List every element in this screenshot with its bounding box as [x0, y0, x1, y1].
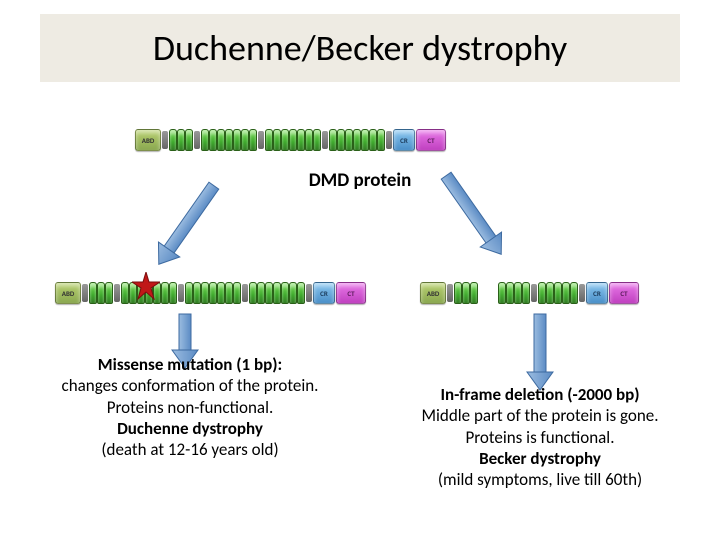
spectrin-repeat [249, 129, 257, 151]
spectrin-repeat [201, 129, 209, 151]
spectrin-repeat [514, 282, 522, 304]
spectrin-repeat [265, 129, 273, 151]
deletion-line3: Proteins is functional. [380, 427, 700, 448]
spectrin-repeat [297, 282, 305, 304]
spectrin-repeat [233, 129, 241, 151]
arrow-to-left [200, 184, 230, 286]
repeat-group [185, 282, 241, 304]
spectrin-repeat [161, 282, 169, 304]
spectrin-repeat [470, 282, 478, 304]
spectrin-repeat [185, 282, 193, 304]
missense-line2: changes conformation of the protein. [40, 375, 340, 396]
spectrin-repeat [329, 129, 337, 151]
arrow-to-right [430, 174, 460, 276]
spectrin-repeat [265, 282, 273, 304]
repeat-group [249, 282, 305, 304]
repeat-group [89, 282, 113, 304]
spectrin-repeat [454, 282, 462, 304]
spectrin-repeat [217, 129, 225, 151]
spectrin-repeat [281, 282, 289, 304]
spectrin-repeat [225, 129, 233, 151]
spectrin-repeat [185, 129, 193, 151]
spectrin-repeat [305, 129, 313, 151]
spectrin-repeat [249, 282, 257, 304]
spectrin-repeat [89, 282, 97, 304]
spectrin-repeat [209, 129, 217, 151]
spectrin-repeat [97, 282, 105, 304]
duchenne-outcome: (death at 12-16 years old) [40, 439, 340, 460]
arrow-down-right [525, 312, 555, 394]
page-title: Duchenne/Becker dystrophy [40, 26, 680, 70]
spectrin-repeat [121, 282, 129, 304]
spectrin-repeat [241, 129, 249, 151]
spectrin-repeat [538, 282, 546, 304]
repeat-group [454, 282, 478, 304]
repeat-group [538, 282, 578, 304]
missense-text: Missense mutation (1 bp): changes confor… [40, 354, 340, 460]
spectrin-repeat [281, 129, 289, 151]
spectrin-repeat [209, 282, 217, 304]
missense-heading: Missense mutation (1 bp): [40, 354, 340, 375]
spectrin-repeat [522, 282, 530, 304]
dmd-protein-label: DMD protein [0, 169, 720, 192]
spectrin-repeat [297, 129, 305, 151]
repeat-group [201, 129, 257, 151]
spectrin-repeat [193, 282, 201, 304]
spectrin-repeat [225, 282, 233, 304]
spectrin-repeat [217, 282, 225, 304]
spectrin-repeat [313, 129, 321, 151]
repeat-group [169, 129, 193, 151]
repeat-group [498, 282, 530, 304]
protein-deletion: ABDCRCT [420, 282, 639, 304]
spectrin-repeat [369, 129, 377, 151]
spectrin-repeat [562, 282, 570, 304]
spectrin-repeat [361, 129, 369, 151]
title-bar: Duchenne/Becker dystrophy [40, 14, 680, 82]
spectrin-repeat [337, 129, 345, 151]
protein-missense: ABDCRCT [55, 282, 366, 304]
mutation-star-icon [132, 272, 160, 305]
spectrin-repeat [570, 282, 578, 304]
spectrin-repeat [169, 282, 177, 304]
spectrin-repeat [177, 129, 185, 151]
deletion-heading: In-frame deletion (-2000 bp) [380, 384, 700, 405]
spectrin-repeat [554, 282, 562, 304]
spectrin-repeat [273, 282, 281, 304]
spectrin-repeat [201, 282, 209, 304]
spectrin-repeat [169, 129, 177, 151]
spectrin-repeat [345, 129, 353, 151]
spectrin-repeat [273, 129, 281, 151]
spectrin-repeat [233, 282, 241, 304]
spectrin-repeat [506, 282, 514, 304]
deletion-line2: Middle part of the protein is gone. [380, 405, 700, 426]
repeat-group [265, 129, 321, 151]
spectrin-repeat [105, 282, 113, 304]
spectrin-repeat [546, 282, 554, 304]
becker-outcome: (mild symptoms, live till 60th) [380, 469, 700, 490]
missense-line3: Proteins non-functional. [40, 397, 340, 418]
protein-top: ABDCRCT [135, 129, 446, 151]
spectrin-repeat [289, 282, 297, 304]
spectrin-repeat [377, 129, 385, 151]
deletion-text: In-frame deletion (-2000 bp) Middle part… [380, 384, 700, 490]
spectrin-repeat [462, 282, 470, 304]
repeat-group [329, 129, 385, 151]
duchenne-name: Duchenne dystrophy [40, 418, 340, 439]
spectrin-repeat [353, 129, 361, 151]
spectrin-repeat [289, 129, 297, 151]
spectrin-repeat [257, 282, 265, 304]
becker-name: Becker dystrophy [380, 448, 700, 469]
spectrin-repeat [498, 282, 506, 304]
